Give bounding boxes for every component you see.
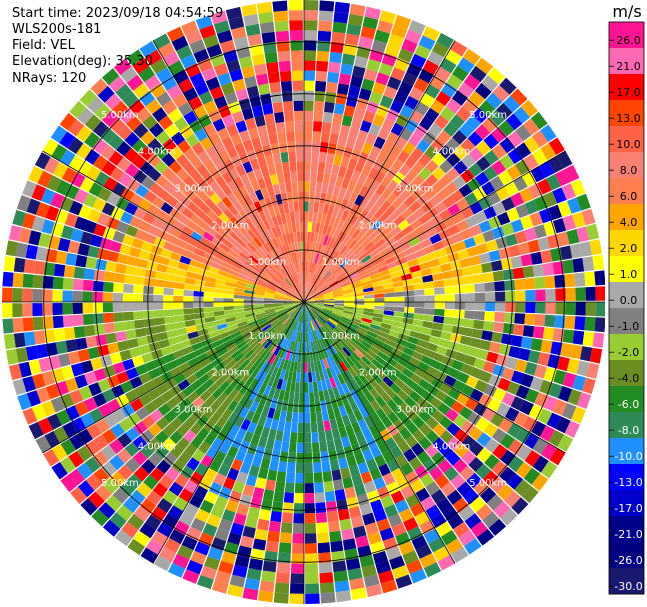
colorbar-tick-label: 21.0 — [616, 60, 641, 73]
colorbar-segment — [609, 568, 644, 595]
colorbar-tick-label: 17.0 — [616, 86, 641, 99]
range-label: 4.00km — [138, 147, 176, 158]
range-label: 5.00km — [469, 478, 507, 489]
range-label: 2.00km — [359, 368, 397, 379]
colorbar-tick-label: -10.0 — [614, 450, 642, 463]
colorbar-tick-label: -21.0 — [614, 528, 642, 541]
colorbar-tick-label: 26.0 — [616, 34, 641, 47]
colorbar-segment — [609, 464, 644, 491]
range-label: 5.00km — [101, 110, 139, 121]
range-label: 1.00km — [248, 331, 286, 342]
colorbar-tick-label: -2.0 — [618, 346, 639, 359]
range-label: 5.00km — [469, 110, 507, 121]
colorbar-tick-label: 4.0 — [620, 216, 638, 229]
azimuth-spoke — [152, 301, 305, 564]
colorbar-tick-label: 1.0 — [620, 268, 638, 281]
range-label: 4.00km — [432, 147, 470, 158]
colorbar-tick-label: -4.0 — [618, 372, 639, 385]
velocity-gates — [2, 0, 605, 604]
range-labels: 1.00km 1.00km 1.00km 1.00km 2.00km 2.00km 2.00… — [101, 110, 507, 489]
colorbar-tick-label: 13.0 — [616, 112, 641, 125]
nrays-label: NRays: 120 — [12, 71, 87, 86]
range-label: 1.00km — [322, 257, 360, 268]
colorbar-segment — [609, 126, 644, 153]
colorbar-tick-label: 10.0 — [616, 138, 641, 151]
azimuth-spoke — [42, 150, 305, 303]
colorbar-tick-label: -6.0 — [618, 398, 639, 411]
colorbar-segment — [609, 178, 644, 205]
range-label: 3.00km — [396, 405, 434, 416]
azimuth-spoke — [303, 301, 456, 564]
colorbar-segment — [609, 490, 644, 517]
colorbar-segment — [609, 412, 644, 439]
range-label: 3.00km — [175, 405, 213, 416]
colorbar-segment — [609, 100, 644, 127]
colorbar-segment — [609, 48, 644, 75]
colorbar-tick-label: -8.0 — [618, 424, 639, 437]
colorbar-segment — [609, 334, 644, 361]
colorbar-segment — [609, 386, 644, 413]
range-label: 5.00km — [101, 478, 139, 489]
elevation-label: Elevation(deg): 35.30 — [12, 54, 153, 69]
colorbar-segment — [609, 152, 644, 179]
range-label: 2.00km — [211, 220, 249, 231]
colorbar-segment — [609, 516, 644, 543]
azimuth-spoke — [303, 301, 566, 454]
colorbar-segment — [609, 256, 644, 283]
colorbar-tick-label: 8.0 — [620, 164, 638, 177]
range-label: 2.00km — [359, 220, 397, 231]
range-label: 3.00km — [396, 184, 434, 195]
colorbar-tick-label: 0.0 — [620, 294, 638, 307]
colorbar-tick-label: -1.0 — [618, 320, 639, 333]
colorbar-tick-label: -13.0 — [614, 476, 642, 489]
range-label: 1.00km — [322, 331, 360, 342]
colorbar-segment — [609, 204, 644, 231]
azimuth-spoke — [42, 301, 305, 454]
start-time-label: Start time: 2023/09/18 04:54:59 — [12, 6, 224, 21]
colorbar-segment — [609, 438, 644, 465]
range-label: 1.00km — [248, 257, 286, 268]
range-label: 4.00km — [432, 441, 470, 452]
colorbar-segment — [609, 308, 644, 335]
azimuth-spokes — [2, 0, 605, 604]
azimuth-spoke — [303, 150, 566, 303]
colorbar-tick-label: -30.0 — [614, 580, 642, 593]
range-label: 2.00km — [211, 368, 249, 379]
range-label: 4.00km — [138, 441, 176, 452]
colorbar-tick-label: -26.0 — [614, 554, 642, 567]
colorbar-tick-label: 2.0 — [620, 242, 638, 255]
field-label: Field: VEL — [12, 38, 75, 53]
ppi-plot: 1.00km 1.00km 1.00km 1.00km 2.00km 2.00km 2.00… — [2, 0, 605, 604]
colorbar-tick-label: -17.0 — [614, 502, 642, 515]
colorbar-segment — [609, 542, 644, 569]
colorbar-segment — [609, 360, 644, 387]
colorbar-segment — [609, 22, 644, 49]
colorbar-tick-label: 6.0 — [620, 190, 638, 203]
azimuth-spoke — [303, 40, 456, 303]
colorbar-unit: m/s — [612, 2, 641, 21]
colorbar-segment — [609, 230, 644, 257]
colorbar-segment — [609, 74, 644, 101]
azimuth-spoke — [152, 40, 305, 303]
instrument-label: WLS200s-181 — [12, 22, 102, 37]
colorbar-segment — [609, 282, 644, 309]
range-label: 3.00km — [175, 184, 213, 195]
